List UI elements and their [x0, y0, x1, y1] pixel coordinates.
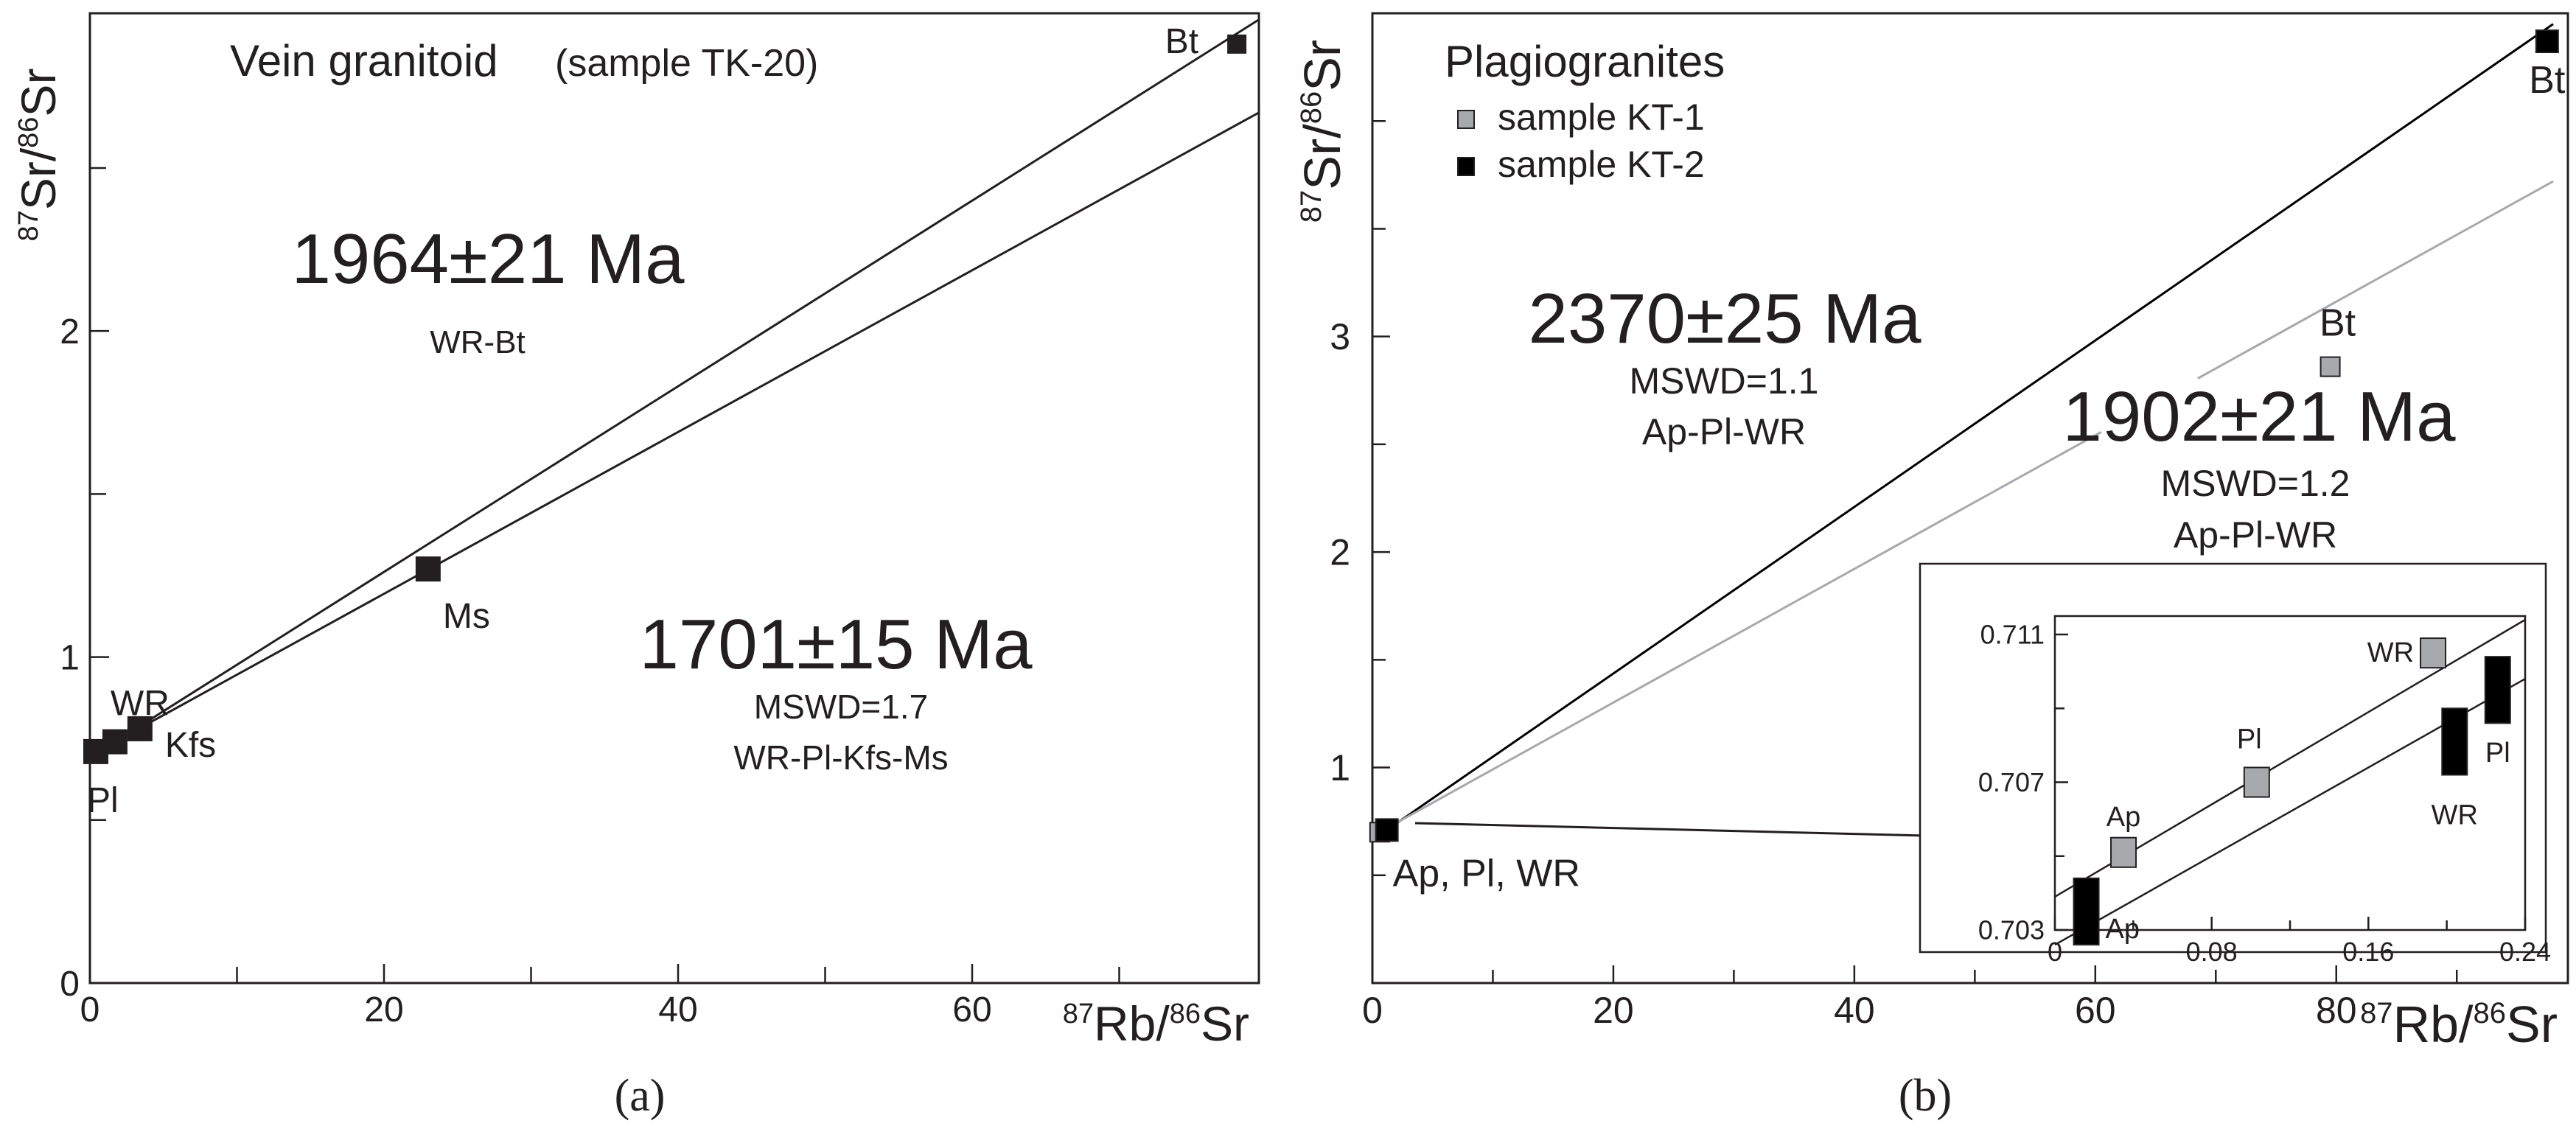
isochron-line	[1386, 23, 2554, 831]
x-tick-label: 0	[1362, 990, 1383, 1031]
inset-point-ap	[2110, 836, 2137, 868]
data-point-kt2	[2535, 29, 2559, 54]
x-tick-label: 20	[1593, 990, 1634, 1031]
panel-a-title: Vein granitoid	[230, 36, 498, 85]
point-label-kfs: Kfs	[165, 726, 216, 765]
inset-point-label: Ap	[2106, 802, 2140, 833]
x-tick-label: 20	[364, 990, 403, 1029]
x-tick-label: 80	[2316, 990, 2357, 1031]
inset-point-pl	[2484, 656, 2511, 724]
panel-a-isochron-1-age: 1964±21 Ma	[291, 220, 685, 298]
point-label-bt: Bt	[1165, 22, 1198, 61]
panel-b-isochron-2-age: 1902±21 Ma	[2062, 377, 2456, 456]
inset-axis-ticks: 0 0.08 0.16 0.24 0.703 0.707 0.711	[1978, 620, 2551, 967]
y-tick-label: 0.703	[1978, 915, 2045, 945]
point-label-bt: Bt	[2529, 59, 2566, 102]
inset-point-label: WR	[2367, 637, 2414, 668]
x-tick-label: 0	[80, 990, 100, 1029]
inset-point-label: WR	[2432, 800, 2478, 830]
isochron-line	[2197, 180, 2554, 380]
x-tick-label: 0.08	[2186, 937, 2238, 967]
isochron-line	[114, 18, 1260, 743]
y-tick-label: 3	[1330, 316, 1350, 357]
data-point-kt2	[1375, 818, 1399, 842]
panel-a-isochron-1-points: WR-Bt	[430, 324, 526, 360]
panel-b-x-axis-label: 87Rb/86Sr	[2360, 996, 2558, 1053]
data-point-kt1	[2320, 356, 2341, 377]
panel-a-isochron-2-mswd: MSWD=1.7	[754, 688, 928, 726]
panel-b-isochron-1-age: 2370±25 Ma	[1528, 279, 1921, 358]
inset-point-label: Pl	[2237, 724, 2262, 755]
inset-data-points: Ap Pl WR Ap WR Pl	[2073, 637, 2511, 946]
y-tick-label: 0.711	[1980, 620, 2045, 650]
x-tick-label: 40	[1834, 990, 1875, 1031]
isochron-line	[114, 111, 1260, 743]
panel-b-data-points: Bt Ap, Pl, WR Bt	[1369, 29, 2566, 895]
point-label-ap-pl-wr: Ap, Pl, WR	[1393, 852, 1580, 895]
inset-point-label: Pl	[2485, 738, 2510, 769]
y-tick-label: 0	[60, 965, 80, 1004]
x-tick-label: 0.16	[2342, 937, 2394, 967]
data-point-kfs	[127, 716, 153, 741]
y-tick-label: 0.707	[1978, 767, 2045, 797]
panel-a-isochron-2-age: 1701±15 Ma	[639, 605, 1033, 684]
panel-a-axis-ticks: 0 20 40 60 0 1 2	[60, 167, 1120, 1029]
panel-a-isochron-2-points: WR-Pl-Kfs-Ms	[733, 738, 948, 777]
inset-point-wr	[2420, 637, 2447, 669]
inset-point-pl	[2243, 766, 2270, 798]
panel-a-label: (a)	[615, 1071, 666, 1121]
inset-chart: 0 0.08 0.16 0.24 0.703 0.707 0.711 Ap Pl WR Ap WR P…	[1919, 562, 2551, 967]
panel-b-title: Plagiogranites	[1445, 37, 1725, 86]
inset-point-ap	[2073, 877, 2100, 946]
y-tick-label: 1	[60, 638, 80, 677]
legend-marker-kt2	[1457, 157, 1475, 176]
x-tick-label: 60	[2075, 990, 2116, 1031]
panel-b-y-axis-label: 87Sr/86Sr	[1294, 40, 1351, 223]
panel-b-plot-frame	[1371, 12, 2569, 985]
legend-label-kt1: sample KT-1	[1498, 97, 1705, 138]
panel-b-isochron-1-mswd: MSWD=1.1	[1629, 360, 1818, 402]
y-tick-label: 2	[60, 312, 80, 352]
y-tick-label: 2	[1330, 532, 1350, 573]
panel-a-plot-frame	[88, 12, 1260, 985]
data-point-wr	[102, 729, 128, 755]
legend-marker-kt1	[1457, 110, 1475, 129]
panel-a-x-axis-label: 87Rb/86Sr	[1063, 996, 1249, 1051]
inset-point-label: Ap	[2106, 914, 2140, 945]
point-label-bt: Bt	[2320, 302, 2356, 345]
x-tick-label: 40	[658, 990, 697, 1029]
x-tick-label: 0	[2048, 937, 2062, 967]
isochron-line	[1379, 430, 2102, 833]
panel-a-y-axis-label: 87Sr/86Sr	[11, 69, 66, 242]
panel-a-isochron-lines	[114, 18, 1260, 743]
panel-b-axis-ticks: 0 20 40 60 80 1 2 3	[1330, 119, 2458, 1031]
inset-pointer-arrow	[1414, 822, 1986, 839]
legend-label-kt2: sample KT-2	[1498, 144, 1705, 185]
panel-b-isochron-2-points: Ap-Pl-WR	[2174, 514, 2337, 556]
y-tick-label: 1	[1330, 747, 1350, 788]
point-label-ms: Ms	[443, 597, 490, 636]
panel-a-subtitle: (sample TK-20)	[555, 42, 818, 85]
panel-b-label: (b)	[1899, 1071, 1952, 1121]
data-point-bt	[1227, 34, 1247, 54]
panel-b-isochron-2-mswd: MSWD=1.2	[2160, 463, 2350, 504]
point-label-pl: Pl	[87, 781, 119, 820]
panel-b-isochron-1-points: Ap-Pl-WR	[1642, 411, 1806, 452]
chart-panel-b: 0 20 40 60 80 1 2 3 Bt Ap, Pl, WR Bt Plagiogranit…	[1294, 12, 2569, 1121]
data-point-ms	[415, 556, 441, 582]
inset-point-wr	[2441, 707, 2468, 776]
panel-b-isochron-lines	[1379, 23, 2554, 833]
x-tick-label: 0.24	[2499, 937, 2551, 967]
x-tick-label: 60	[952, 990, 991, 1029]
